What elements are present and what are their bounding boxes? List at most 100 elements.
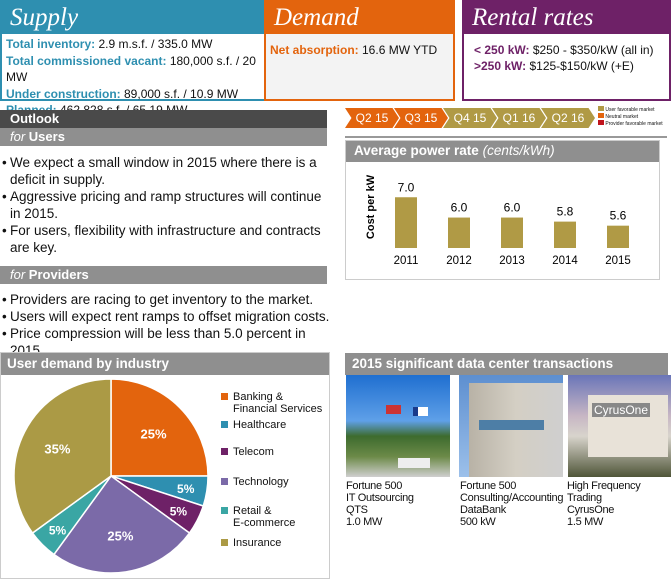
bar-2013 xyxy=(501,217,523,248)
label: >250 kW: xyxy=(474,59,527,73)
bullet: For users, flexibility with infrastructu… xyxy=(2,222,327,256)
slice-label: 5% xyxy=(49,523,67,537)
legend-swatch xyxy=(221,478,228,485)
legend-label: Insurance xyxy=(233,537,282,549)
building xyxy=(469,383,563,477)
legend-item: Telecom xyxy=(221,446,274,458)
bullet: Users will expect rent ramps to offset m… xyxy=(2,308,332,325)
value: 89,000 s.f. / 10.9 MW xyxy=(120,86,239,101)
value: $125-$150/kW (+E) xyxy=(526,59,634,73)
legend-swatch xyxy=(221,393,228,400)
legend-swatch xyxy=(221,507,228,514)
for-providers-header: for Providers xyxy=(0,266,327,284)
pie-slice xyxy=(52,474,191,574)
quarter-q3-15: Q3 15 xyxy=(394,108,448,128)
supply-row: Total commissioned vacant: 180,000 s.f. … xyxy=(6,53,270,86)
legend-item: Provider favorable market xyxy=(598,120,663,127)
demand-panel: Demand Net absorption: 16.6 MW YTD xyxy=(264,0,455,101)
rental-title: Rental rates xyxy=(464,2,669,34)
line: IT Outsourcing xyxy=(346,492,414,504)
pie-chart-svg: 25% 5% 5% 25% 5% 35% xyxy=(13,378,209,574)
title-unit: (cents/kWh) xyxy=(482,143,555,158)
quarter-q1-16: Q1 16 xyxy=(492,108,546,128)
for-users-header: for Users xyxy=(0,128,327,146)
bar-2011 xyxy=(395,197,417,248)
quarter-q2-15: Q2 15 xyxy=(345,108,399,128)
legend-item: User favorable market xyxy=(598,106,663,113)
bullet: We expect a small window in 2015 where t… xyxy=(2,154,327,188)
supply-panel: Supply Total inventory: 2.9 m.s.f. / 335… xyxy=(0,0,276,117)
bar-2012 xyxy=(448,217,470,248)
chart-title: Average power rate (cents/kWh) xyxy=(346,141,659,162)
data-label: 5.8 xyxy=(557,205,574,219)
quarter-q2-16: Q2 16 xyxy=(541,108,595,128)
value: 16.6 MW YTD xyxy=(358,43,438,57)
legend-label: Financial Services xyxy=(233,403,323,415)
legend-label: Retail & xyxy=(233,505,272,517)
x-tick-label: 2015 xyxy=(605,255,631,267)
legend-label: Technology xyxy=(233,476,289,488)
label: Users xyxy=(28,129,65,144)
pie-slice xyxy=(13,378,112,535)
data-label: 5.6 xyxy=(610,209,627,223)
sign xyxy=(398,458,430,468)
power-rate-chart: Average power rate (cents/kWh) Cost per … xyxy=(345,140,660,280)
divider xyxy=(345,136,667,138)
databank-photo xyxy=(459,375,563,477)
slice-label: 25% xyxy=(141,426,167,441)
label: Total commissioned vacant: xyxy=(6,53,167,68)
legend-item: Healthcare xyxy=(221,419,287,431)
supply-title: Supply xyxy=(2,2,274,34)
legend-item: Technology xyxy=(221,476,289,488)
providers-bullets: Providers are racing to get inventory to… xyxy=(2,291,332,359)
user-demand-panel: User demand by industry 25% 5% 5% 25% 5% 35% … xyxy=(0,352,330,579)
prefix: for xyxy=(10,129,26,144)
transaction-caption: Fortune 500 IT Outsourcing QTS 1.0 MW xyxy=(346,480,414,528)
label: Total inventory: xyxy=(6,37,96,51)
label: User favorable market xyxy=(605,107,655,113)
x-tick-label: 2012 xyxy=(446,255,472,267)
demand-title: Demand xyxy=(266,2,453,34)
data-label: 6.0 xyxy=(451,201,468,215)
label: Neutral market xyxy=(605,114,639,120)
qts-photo xyxy=(346,375,450,477)
legend-label: E-commerce xyxy=(233,517,296,529)
timeline-legend: User favorable market Neutral market Pro… xyxy=(598,106,663,127)
transaction-caption: Fortune 500 Consulting/Accounting DataBank… xyxy=(460,480,563,528)
title: Average power rate xyxy=(354,143,479,158)
slice-label: 25% xyxy=(107,528,133,543)
cyrusone-logo: CyrusOne xyxy=(592,403,651,417)
awning xyxy=(479,420,544,430)
line: 500 kW xyxy=(460,516,496,528)
supply-row: Under construction: 89,000 s.f. / 10.9 M… xyxy=(6,86,270,103)
line: DataBank xyxy=(460,504,506,516)
legend-swatch xyxy=(221,539,228,546)
legend-label: Banking & xyxy=(233,391,284,403)
label: Provider favorable market xyxy=(605,121,663,127)
legend-item: Banking & Financial Services xyxy=(221,391,323,415)
legend-item: Insurance xyxy=(221,537,282,549)
pie-title: User demand by industry xyxy=(1,353,329,375)
data-label: 7.0 xyxy=(398,180,415,194)
flag-icon xyxy=(413,407,428,416)
legend-label: Healthcare xyxy=(233,419,287,431)
y-axis-label: Cost per kW xyxy=(365,174,377,239)
bar-2015 xyxy=(607,225,629,248)
slice-label: 5% xyxy=(177,482,195,496)
legend-swatch xyxy=(221,421,228,428)
quarter-q4-15: Q4 15 xyxy=(443,108,497,128)
users-bullets: We expect a small window in 2015 where t… xyxy=(2,154,327,256)
bullet: Providers are racing to get inventory to… xyxy=(2,291,332,308)
bullet: Aggressive pricing and ramp structures w… xyxy=(2,188,327,222)
flag-icon xyxy=(386,405,401,414)
cyrusone-photo: CyrusOne xyxy=(568,375,671,477)
line: Consulting/Accounting xyxy=(460,492,564,504)
value: $250 - $350/kW (all in) xyxy=(529,43,654,57)
line: High Frequency Trading xyxy=(567,480,641,504)
bar-2014 xyxy=(554,221,576,248)
line: 1.0 MW xyxy=(346,516,383,528)
x-tick-label: 2011 xyxy=(394,255,419,267)
x-tick-label: 2014 xyxy=(552,255,578,267)
supply-row: Total inventory: 2.9 m.s.f. / 335.0 MW xyxy=(6,36,270,53)
legend-label: Telecom xyxy=(233,446,274,458)
